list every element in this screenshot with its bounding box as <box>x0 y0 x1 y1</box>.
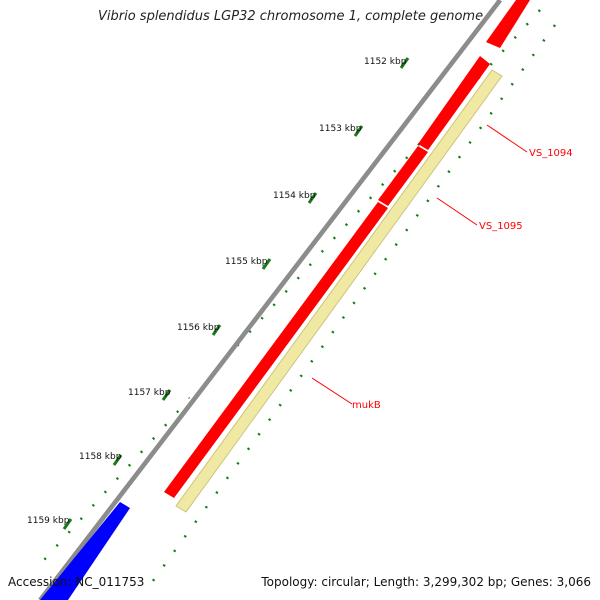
genome-backbone <box>38 0 502 600</box>
label-line-vs-1094 <box>486 124 528 153</box>
tick-label: 1156 kbp <box>177 323 220 333</box>
tick-label: 1158 kbp <box>79 452 122 462</box>
gene-vs-1093-arrow <box>486 0 530 48</box>
major-tick <box>62 518 73 530</box>
label-line-mukb <box>311 377 353 405</box>
gene-mukb-arrow <box>164 202 388 498</box>
gene-label-vs-1094: VS_1094 <box>529 148 573 159</box>
major-tick <box>261 258 272 270</box>
gene-vs-1095-arrow <box>378 146 428 206</box>
gene-reverse-arrow <box>40 502 130 600</box>
genome-summary-text: Topology: circular; Length: 3,299,302 bp… <box>261 575 591 589</box>
tick-label: 1157 kbp <box>128 388 171 398</box>
gene-label-vs-1095: VS_1095 <box>479 221 523 232</box>
gene-label-mukb: mukB <box>352 400 381 411</box>
major-tick <box>399 57 410 69</box>
tick-label: 1153 kbp <box>319 124 362 134</box>
cds-track <box>175 69 503 513</box>
accession-text: Accession: NC_011753 <box>8 575 145 589</box>
map-title: Vibrio splendidus LGP32 chromosome 1, co… <box>98 9 484 24</box>
inner-tick-ring <box>148 24 557 586</box>
tick-label: 1159 kbp <box>27 516 70 526</box>
label-line-vs-1095 <box>436 197 478 226</box>
tick-label: 1155 kbp <box>225 257 268 267</box>
major-tick <box>353 125 364 137</box>
major-tick <box>307 192 318 204</box>
genome-backbone-highlight <box>35 0 497 600</box>
major-tick <box>211 324 222 336</box>
major-tick <box>112 454 123 466</box>
gene-vs-1094-arrow <box>418 56 490 150</box>
tick-label: 1154 kbp <box>273 191 316 201</box>
major-tick <box>161 389 172 401</box>
tick-label: 1152 kbp <box>364 57 407 67</box>
